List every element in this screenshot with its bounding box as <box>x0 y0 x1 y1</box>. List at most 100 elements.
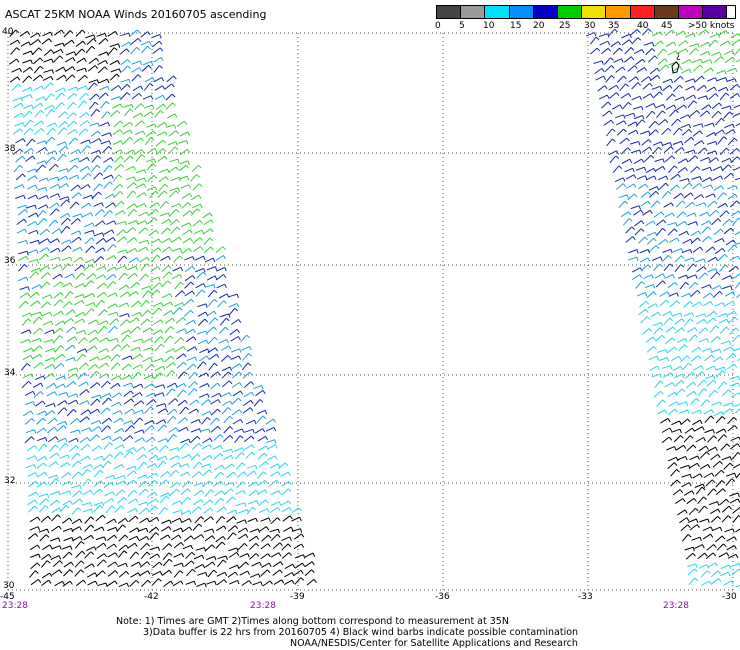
legend-swatch-4 <box>533 6 558 18</box>
wind-barb <box>165 124 177 129</box>
wind-barb <box>173 562 184 568</box>
wind-barb <box>185 319 197 326</box>
wind-barb <box>280 500 291 506</box>
wind-barb <box>89 434 100 442</box>
wind-barb <box>190 194 202 201</box>
wind-barb <box>113 163 124 171</box>
wind-barb <box>217 555 228 561</box>
wind-barb <box>717 313 729 318</box>
wind-barb <box>73 299 85 306</box>
wind-barb <box>120 291 131 298</box>
wind-barb <box>663 317 674 326</box>
wind-barb <box>20 329 32 334</box>
wind-barb <box>284 563 296 570</box>
time-label-left: 23:28 <box>2 601 28 611</box>
lat-lon-grid <box>7 32 734 591</box>
wind-barb <box>100 355 112 361</box>
wind-barb <box>680 418 691 426</box>
wind-barb <box>175 382 187 389</box>
wind-barb <box>111 96 122 101</box>
wind-barb <box>677 509 688 516</box>
wind-barb <box>75 330 87 335</box>
wind-barb <box>17 204 28 210</box>
wind-barb <box>701 226 712 234</box>
wind-barb <box>609 155 620 164</box>
wind-barb <box>657 58 668 66</box>
wind-barb <box>44 329 55 335</box>
wind-barb <box>36 164 46 172</box>
wind-barb <box>61 545 73 550</box>
wind-barb <box>69 418 81 425</box>
wind-barb <box>683 435 694 443</box>
wind-barb <box>681 58 693 65</box>
wind-barb <box>709 209 720 217</box>
wind-barb <box>27 221 38 227</box>
wind-barb <box>231 363 243 370</box>
wind-barb <box>99 337 110 343</box>
wind-barb <box>82 478 92 487</box>
wind-barb <box>95 514 106 522</box>
wind-barb <box>674 327 685 334</box>
wind-barb <box>191 443 202 450</box>
wind-barb <box>140 551 151 560</box>
wind-barb <box>589 36 600 45</box>
wind-barb <box>692 130 703 137</box>
wind-barb <box>720 564 732 570</box>
wind-barb <box>160 534 171 541</box>
wind-barb <box>215 541 226 549</box>
wind-barb <box>190 208 201 216</box>
wind-barb <box>59 462 71 468</box>
wind-barb <box>161 237 172 244</box>
wind-barb <box>81 502 93 507</box>
wind-barb <box>146 399 157 406</box>
legend-label-15: 15 <box>510 21 522 31</box>
wind-barb <box>117 497 128 504</box>
wind-barb <box>66 326 77 334</box>
wind-barb <box>48 219 59 227</box>
wind-barb <box>103 442 113 450</box>
legend-swatch-5 <box>557 6 583 18</box>
wind-barb <box>98 51 109 56</box>
note-line-1: Note: 1) Times are GMT 2)Times along bot… <box>116 616 509 627</box>
wind-barb <box>248 535 260 542</box>
wind-barb <box>226 471 237 479</box>
wind-barb <box>668 165 678 174</box>
wind-barb <box>27 249 39 254</box>
wind-barb <box>138 535 150 542</box>
wind-barb <box>706 544 717 551</box>
wind-barb <box>208 353 220 360</box>
wind-barb <box>244 444 255 451</box>
wind-barb <box>56 437 68 443</box>
wind-barb <box>711 102 723 110</box>
wind-barb <box>121 41 132 48</box>
wind-barb <box>145 392 157 398</box>
wind-barb <box>667 456 679 462</box>
wind-barb <box>663 202 674 208</box>
wind-barb <box>164 326 175 334</box>
wind-barb <box>152 40 163 48</box>
wind-barb <box>252 581 263 586</box>
wind-barb <box>121 334 131 343</box>
wind-barb <box>156 455 168 461</box>
wind-barb <box>724 300 736 307</box>
wind-barb <box>707 141 718 146</box>
wind-barb <box>193 482 204 488</box>
wind-barb <box>661 190 672 199</box>
wind-barb <box>24 418 35 425</box>
wind-barb <box>180 222 192 228</box>
wind-barb <box>107 561 118 568</box>
wind-barb <box>191 164 202 173</box>
wind-barb <box>723 462 734 470</box>
wind-barb <box>62 282 73 288</box>
wind-barb <box>221 392 232 398</box>
lat-label-32: 32 <box>4 476 16 486</box>
wind-barb <box>186 356 198 362</box>
wind-barb <box>172 509 183 515</box>
wind-barb <box>152 329 164 336</box>
wind-barb <box>214 490 225 497</box>
wind-barb <box>667 391 678 398</box>
wind-barb <box>186 363 197 371</box>
wind-barb <box>68 137 79 145</box>
wind-barb <box>270 534 281 542</box>
wind-barb <box>213 453 224 461</box>
